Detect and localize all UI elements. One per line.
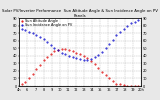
Sun Altitude Angle	[130, 85, 132, 86]
Sun Incidence Angle on PV	[64, 54, 66, 55]
Sun Altitude Angle	[97, 67, 99, 69]
Sun Altitude Angle	[137, 85, 139, 87]
Sun Incidence Angle on PV	[28, 31, 30, 32]
Sun Incidence Angle on PV	[126, 25, 128, 26]
Sun Altitude Angle	[112, 81, 114, 82]
Sun Incidence Angle on PV	[21, 29, 23, 30]
Sun Incidence Angle on PV	[57, 50, 59, 51]
Sun Altitude Angle	[50, 53, 52, 54]
Sun Altitude Angle	[46, 56, 48, 57]
Line: Sun Altitude Angle: Sun Altitude Angle	[21, 48, 139, 87]
Sun Altitude Angle	[79, 54, 81, 55]
Sun Altitude Angle	[119, 84, 121, 85]
Sun Altitude Angle	[123, 85, 125, 86]
Sun Incidence Angle on PV	[24, 30, 26, 31]
Sun Altitude Angle	[61, 48, 63, 50]
Sun Incidence Angle on PV	[97, 54, 99, 56]
Sun Incidence Angle on PV	[46, 42, 48, 43]
Sun Altitude Angle	[94, 64, 96, 65]
Sun Incidence Angle on PV	[35, 34, 37, 35]
Sun Incidence Angle on PV	[72, 57, 74, 58]
Sun Incidence Angle on PV	[108, 44, 110, 45]
Sun Incidence Angle on PV	[32, 32, 34, 34]
Sun Incidence Angle on PV	[86, 59, 88, 60]
Sun Incidence Angle on PV	[79, 58, 81, 59]
Sun Altitude Angle	[105, 75, 107, 76]
Sun Altitude Angle	[39, 64, 41, 65]
Legend: Sun Altitude Angle, Sun Incidence Angle on PV: Sun Altitude Angle, Sun Incidence Angle …	[21, 19, 72, 27]
Sun Incidence Angle on PV	[75, 57, 77, 59]
Sun Altitude Angle	[108, 78, 110, 79]
Sun Altitude Angle	[43, 60, 44, 61]
Sun Incidence Angle on PV	[83, 59, 85, 60]
Sun Altitude Angle	[90, 60, 92, 62]
Sun Altitude Angle	[134, 85, 136, 87]
Sun Incidence Angle on PV	[94, 57, 96, 58]
Sun Altitude Angle	[75, 52, 77, 53]
Sun Incidence Angle on PV	[123, 28, 125, 29]
Sun Incidence Angle on PV	[137, 20, 139, 21]
Sun Altitude Angle	[64, 48, 66, 50]
Sun Incidence Angle on PV	[90, 58, 92, 59]
Sun Altitude Angle	[24, 82, 26, 83]
Sun Incidence Angle on PV	[112, 39, 114, 41]
Sun Altitude Angle	[68, 49, 70, 50]
Sun Altitude Angle	[86, 57, 88, 59]
Sun Incidence Angle on PV	[68, 55, 70, 56]
Sun Altitude Angle	[126, 85, 128, 86]
Sun Incidence Angle on PV	[43, 39, 44, 40]
Sun Altitude Angle	[21, 84, 23, 85]
Sun Altitude Angle	[116, 83, 117, 84]
Sun Incidence Angle on PV	[134, 21, 136, 22]
Sun Altitude Angle	[35, 69, 37, 70]
Sun Altitude Angle	[57, 49, 59, 50]
Sun Altitude Angle	[28, 78, 30, 79]
Sun Incidence Angle on PV	[53, 48, 55, 49]
Line: Sun Incidence Angle on PV: Sun Incidence Angle on PV	[21, 20, 139, 60]
Sun Altitude Angle	[72, 51, 74, 52]
Sun Altitude Angle	[32, 73, 34, 74]
Sun Incidence Angle on PV	[130, 23, 132, 24]
Sun Altitude Angle	[83, 55, 85, 56]
Sun Incidence Angle on PV	[39, 36, 41, 38]
Sun Incidence Angle on PV	[119, 31, 121, 32]
Sun Incidence Angle on PV	[61, 52, 63, 53]
Sun Incidence Angle on PV	[50, 45, 52, 46]
Sun Altitude Angle	[101, 71, 103, 72]
Sun Incidence Angle on PV	[116, 35, 117, 36]
Title: Solar PV/Inverter Performance  Sun Altitude Angle & Sun Incidence Angle on PV Pa: Solar PV/Inverter Performance Sun Altitu…	[2, 9, 158, 18]
Sun Incidence Angle on PV	[101, 51, 103, 53]
Sun Incidence Angle on PV	[105, 48, 107, 49]
Sun Altitude Angle	[53, 51, 55, 52]
